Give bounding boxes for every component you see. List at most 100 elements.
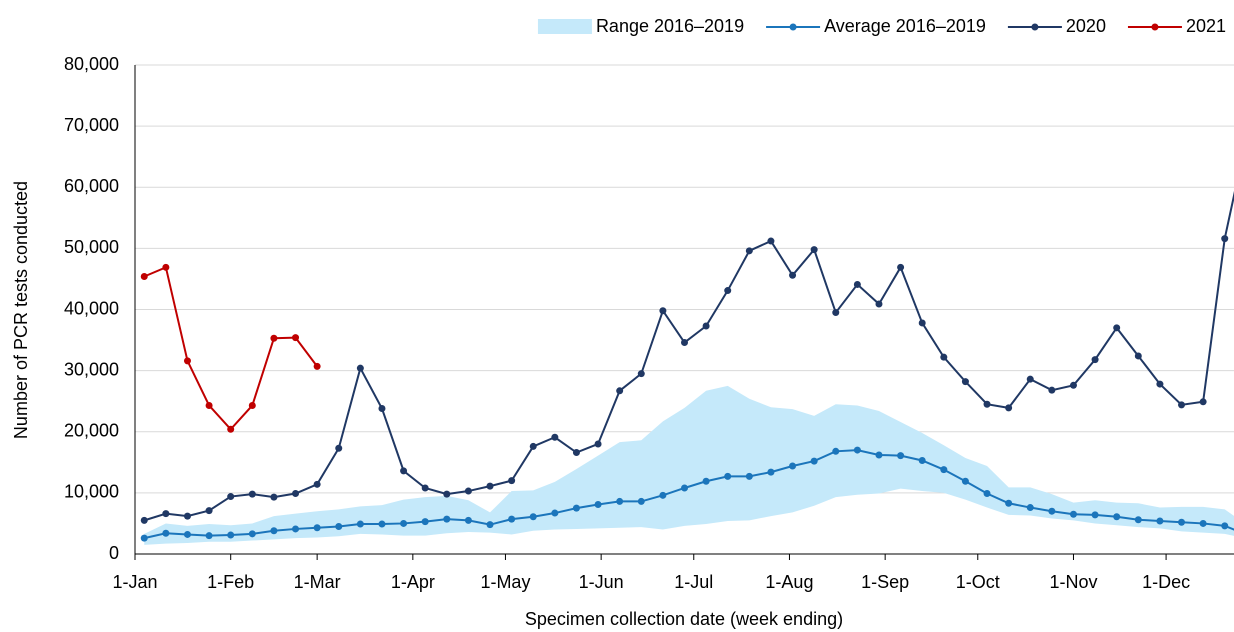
data-point <box>313 480 321 488</box>
data-point <box>1199 398 1207 406</box>
data-point <box>875 451 883 459</box>
data-point <box>853 446 861 454</box>
data-point <box>421 518 429 526</box>
data-point <box>572 449 580 457</box>
data-point <box>292 525 300 533</box>
y-tick-label: 30,000 <box>64 359 119 379</box>
data-point <box>205 401 213 409</box>
data-point <box>961 477 969 485</box>
x-tick-label: 1-Nov <box>1049 572 1097 592</box>
data-point <box>681 339 688 347</box>
data-point <box>594 500 602 508</box>
x-tick-label: 1-Jan <box>112 572 157 592</box>
data-point <box>659 307 667 315</box>
data-point <box>162 510 170 518</box>
data-point <box>140 516 148 524</box>
data-point <box>205 532 213 540</box>
data-point <box>1199 519 1207 527</box>
data-point <box>292 489 300 497</box>
data-point <box>1156 517 1164 525</box>
data-point <box>918 456 926 464</box>
data-point <box>594 440 602 448</box>
data-point <box>1005 499 1013 507</box>
data-point <box>205 507 213 515</box>
data-point <box>378 520 386 528</box>
data-point <box>637 370 645 378</box>
data-point <box>724 472 732 480</box>
data-point <box>443 515 451 523</box>
data-point <box>918 319 926 327</box>
data-point <box>1178 518 1186 526</box>
data-point <box>810 457 818 465</box>
data-point <box>1048 507 1056 515</box>
legend-marker <box>1151 23 1159 31</box>
data-point <box>875 300 883 308</box>
x-axis-title: Specimen collection date (week ending) <box>525 609 843 629</box>
data-point <box>486 482 494 490</box>
data-point <box>572 504 580 512</box>
data-point <box>551 509 559 517</box>
data-point <box>248 530 256 538</box>
data-point <box>1113 513 1121 521</box>
data-point <box>1091 356 1099 364</box>
y-tick-label: 20,000 <box>64 421 119 441</box>
data-point <box>983 489 991 497</box>
data-point <box>378 405 386 413</box>
data-point <box>292 334 300 342</box>
data-point <box>745 247 753 255</box>
y-axis-title: Number of PCR tests conducted <box>11 181 31 439</box>
data-point <box>1178 401 1186 409</box>
y-tick-label: 10,000 <box>64 482 119 502</box>
data-point <box>853 280 861 288</box>
legend-marker <box>1031 23 1039 31</box>
plot-area <box>140 190 1234 545</box>
data-point <box>313 524 321 532</box>
x-tick-label: 1-May <box>480 572 530 592</box>
y-tick-label: 50,000 <box>64 237 119 257</box>
data-point <box>1026 504 1034 512</box>
data-point <box>356 364 364 372</box>
legend-label: Average 2016–2019 <box>824 16 986 36</box>
data-point <box>270 527 278 535</box>
data-point <box>1005 404 1013 412</box>
legend-label: 2020 <box>1066 16 1106 36</box>
data-point <box>486 521 494 529</box>
data-point <box>1048 386 1056 394</box>
data-point <box>702 322 710 330</box>
x-tick-label: 1-Mar <box>294 572 341 592</box>
data-point <box>659 491 667 499</box>
data-point <box>162 529 170 537</box>
data-point <box>183 357 191 365</box>
y-tick-label: 0 <box>109 543 119 563</box>
series-line <box>143 190 1234 522</box>
x-tick-label: 1-Aug <box>765 572 813 592</box>
x-tick-label: 1-Sep <box>861 572 909 592</box>
data-point <box>464 487 472 495</box>
x-tick-label: 1-Feb <box>207 572 254 592</box>
data-point <box>529 442 537 450</box>
range-band <box>144 385 1234 545</box>
data-point <box>335 522 343 530</box>
data-point <box>1091 511 1099 519</box>
data-point <box>1026 375 1034 383</box>
legend: 2021 2020 Average 2016–2019 Range 2016–2019 <box>537 16 1226 36</box>
data-point <box>1156 380 1164 388</box>
data-point <box>400 467 408 475</box>
legend-marker <box>789 23 797 31</box>
x-tick-label: 1-Apr <box>391 572 435 592</box>
data-point <box>1221 235 1229 243</box>
data-point <box>227 531 235 539</box>
y-tick-label: 40,000 <box>64 298 119 318</box>
data-point <box>940 466 948 474</box>
data-point <box>248 490 256 498</box>
data-point <box>767 237 775 245</box>
data-point <box>162 263 170 271</box>
data-point <box>616 497 624 505</box>
data-point <box>1069 381 1077 389</box>
data-point <box>983 400 991 408</box>
data-point <box>183 512 191 520</box>
data-point <box>897 452 905 460</box>
data-point <box>335 444 343 452</box>
